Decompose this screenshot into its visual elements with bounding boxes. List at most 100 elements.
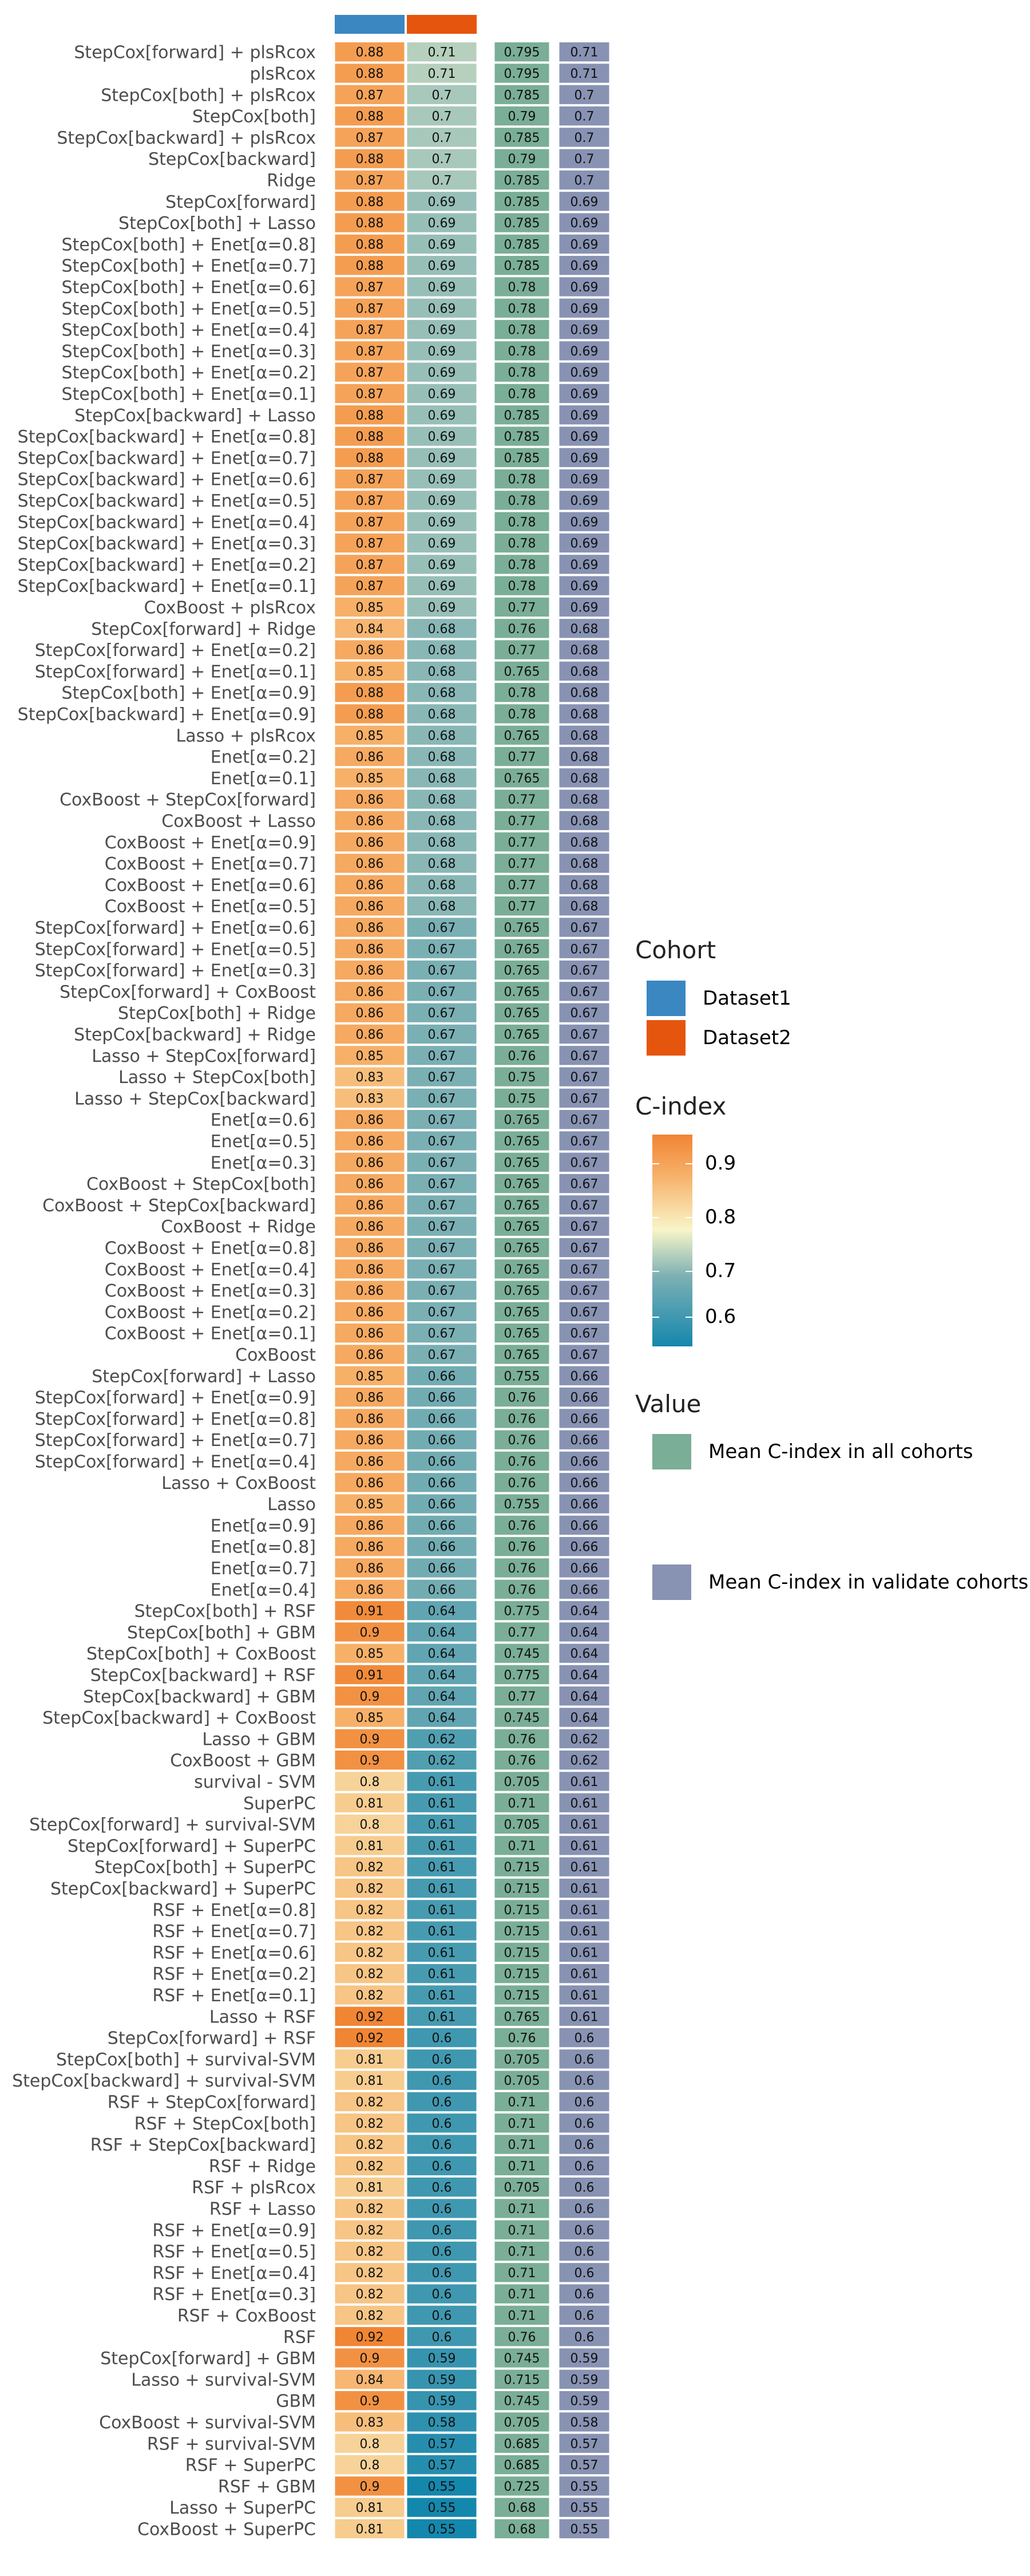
cell-dataset2 [406,2369,477,2390]
data-label: 0.85 [356,600,384,615]
row-label: Lasso + StepCox[backward] [74,1089,316,1109]
data-label: 0.87 [356,131,384,145]
row-label: RSF + StepCox[forward] [108,2092,316,2112]
bar-mean-validate [558,1173,610,1194]
data-label: 0.68 [571,708,599,722]
data-label: 0.69 [428,473,456,487]
cell-dataset1 [334,447,405,468]
bar-mean-validate [558,1386,610,1408]
data-label: 0.76 [508,1433,536,1448]
bar-mean-all [494,341,550,361]
bar-mean-all [494,1152,550,1172]
data-label: 0.82 [356,2138,384,2152]
cell-dataset2 [406,853,477,874]
data-label: 0.85 [356,1049,384,1064]
data-label: 0.785 [504,238,540,252]
data-label: 0.58 [428,2416,456,2430]
data-label: 0.68 [428,814,456,828]
row-label: GBM [276,2392,316,2412]
cell-dataset2 [406,2049,477,2069]
data-label: 0.66 [571,1519,599,1533]
data-label: 0.7 [575,88,595,102]
cell-dataset1 [334,1600,405,1621]
cell-dataset2 [406,682,477,703]
data-label: 0.61 [571,1818,599,1832]
bar-mean-all [494,383,550,404]
cell-dataset1 [334,2369,405,2390]
data-label: 0.75 [508,1092,536,1106]
cell-dataset2 [406,169,477,191]
bar-mean-validate [558,1451,610,1472]
row-label: StepCox[forward] + Enet[α=0.1] [35,662,316,682]
row-label: StepCox[both] + Enet[α=0.3] [62,342,316,362]
data-label: 0.6 [432,2266,452,2281]
bar-mean-validate [558,832,610,852]
cell-dataset2 [406,2454,477,2475]
data-label: 0.69 [571,451,599,465]
bar-mean-validate [558,1600,610,1621]
data-label: 0.69 [428,558,456,572]
bar-mean-validate [558,746,610,767]
data-label: 0.69 [428,280,456,295]
row-label: CoxBoost + GBM [170,1751,316,1771]
bar-mean-all [494,426,550,447]
row-label: StepCox[backward] + plsRcox [57,128,316,148]
row-label: Enet[α=0.4] [211,1580,316,1600]
row-label: StepCox[forward] + Enet[α=0.4] [35,1452,316,1472]
cell-dataset1 [334,554,405,575]
data-label: 0.66 [428,1369,456,1384]
bar-mean-validate [558,1686,610,1706]
bar-mean-validate [558,810,610,831]
data-label: 0.765 [504,1006,540,1021]
tickmark-08-r [686,1217,692,1218]
cell-dataset1 [334,1109,405,1130]
data-label: 0.78 [508,708,536,722]
data-label: 0.79 [508,110,536,124]
cell-dataset1 [334,1579,405,1599]
data-label: 0.69 [428,323,456,338]
data-label: 0.66 [428,1455,456,1469]
data-label: 0.81 [356,2074,384,2088]
data-label: 0.765 [504,2010,540,2024]
bar-mean-all [494,2369,550,2390]
data-label: 0.55 [428,2522,456,2537]
data-label: 0.68 [571,793,599,807]
row-label: CoxBoost + Enet[α=0.2] [105,1302,316,1322]
data-label: 0.86 [356,900,384,914]
data-label: 0.82 [356,1882,384,1896]
data-label: 0.78 [508,387,536,401]
cell-dataset1 [334,1856,405,1877]
data-label: 0.86 [356,1305,384,1319]
data-label: 0.79 [508,152,536,167]
data-label: 0.77 [508,878,536,892]
data-label: 0.69 [571,259,599,274]
bar-mean-all [494,2134,550,2155]
data-label: 0.66 [571,1583,599,1597]
cell-dataset2 [406,2070,477,2091]
cell-dataset1 [334,896,405,916]
cell-dataset1 [334,2241,405,2262]
mean-all-swatch [652,1434,691,1469]
cell-dataset2 [406,704,477,724]
bar-mean-all [494,105,550,127]
data-label: 0.71 [508,2095,536,2109]
data-label: 0.85 [356,1369,384,1384]
bar-mean-all [494,1878,550,1899]
data-label: 0.87 [356,579,384,594]
data-label: 0.6 [575,2074,595,2088]
bar-mean-all [494,2476,550,2496]
c-index-colorbar [652,1135,692,1346]
data-label: 0.62 [428,1732,456,1747]
cell-dataset2 [406,810,477,831]
cell-dataset2 [406,1600,477,1621]
data-label: 0.68 [428,750,456,765]
cell-dataset2 [406,725,477,745]
data-label: 0.59 [571,2395,599,2409]
data-label: 0.88 [356,409,384,423]
cell-dataset2 [406,1579,477,1599]
data-label: 0.69 [571,537,599,551]
row-label: plsRcox [249,64,316,84]
data-label: 0.705 [504,2074,540,2088]
data-label: 0.6 [575,2309,595,2323]
data-label: 0.705 [504,1775,540,1789]
